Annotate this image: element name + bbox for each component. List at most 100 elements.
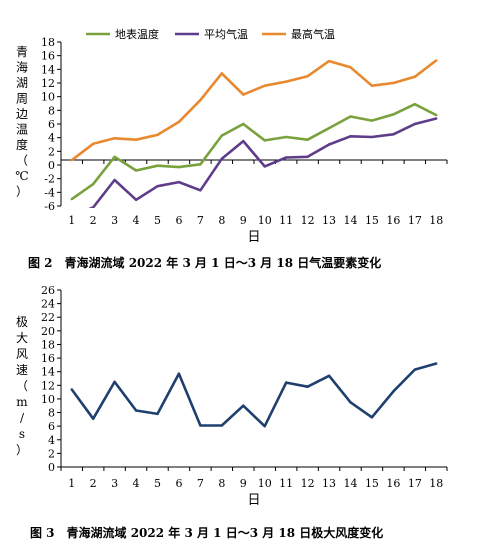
chart2-y-axis-title-char: 速 bbox=[16, 363, 28, 377]
chart1-data-point bbox=[263, 165, 266, 168]
chart1-data-point bbox=[113, 155, 116, 158]
chart1-x-tick-label: 12 bbox=[301, 214, 315, 227]
chart1-data-point bbox=[327, 59, 331, 63]
chart2-data-point bbox=[306, 385, 309, 388]
chart1-y-axis-title-char: 青 bbox=[16, 45, 28, 59]
chart1-data-point bbox=[156, 184, 159, 188]
chart2-y-axis-title-char: ） bbox=[16, 443, 28, 457]
chart1-data-point bbox=[284, 80, 288, 83]
chart2-data-point bbox=[327, 374, 331, 377]
chart2-data-point bbox=[134, 409, 138, 412]
chart1-y-tick-label: -2 bbox=[44, 173, 55, 186]
chart1-data-point bbox=[91, 206, 95, 208]
chart2-data-point bbox=[284, 381, 288, 384]
chart2-y-tick-label: 22 bbox=[41, 311, 55, 324]
chart2-x-tick-label: 4 bbox=[133, 477, 140, 490]
chart2-x-tick-label: 16 bbox=[386, 477, 400, 490]
chart1-x-tick-label: 2 bbox=[90, 214, 97, 227]
chart2-x-tick-label: 10 bbox=[258, 477, 272, 490]
chart2-x-tick-label: 7 bbox=[197, 477, 204, 490]
chart1-y-tick-label: 18 bbox=[41, 36, 55, 49]
chart1-y-tick-label: 6 bbox=[48, 118, 55, 131]
chart2-y-axis-title-char: m bbox=[16, 395, 28, 409]
chart2-data-point bbox=[199, 424, 202, 427]
chart2-data-point bbox=[392, 390, 395, 393]
chart1-data-point bbox=[370, 84, 374, 87]
chart2-y-axis-title-char: / bbox=[20, 411, 25, 425]
chart2-data-point bbox=[177, 372, 181, 375]
chart2-y-tick-label: 14 bbox=[41, 366, 55, 379]
chart1-y-axis-title-char: 度 bbox=[16, 137, 28, 152]
chart1-x-tick-label: 6 bbox=[175, 214, 182, 227]
chart1-data-point bbox=[113, 178, 116, 182]
chart1-caption: 图 2 青海湖流域 2022 年 3 月 1 日～3 月 18 日气温要素变化 bbox=[28, 255, 381, 270]
chart1-y-axis-title-char: 温 bbox=[16, 123, 28, 137]
chart1-data-point bbox=[370, 119, 374, 122]
chart1-data-point bbox=[177, 165, 181, 169]
chart2-y-tick-label: 16 bbox=[41, 352, 55, 365]
legend-label-1: 地表温度 bbox=[115, 27, 159, 41]
chart1-data-point bbox=[263, 84, 266, 87]
chart1-data-point bbox=[91, 182, 95, 186]
chart1-x-tick-label: 16 bbox=[386, 214, 400, 227]
chart1-data-point bbox=[242, 122, 245, 126]
chart2-x-tick-label: 13 bbox=[322, 477, 336, 490]
chart1-x-tick-label: 1 bbox=[68, 214, 75, 227]
chart1-y-axis-title-char: ℃ bbox=[15, 169, 28, 183]
chart1-x-axis-title: 日 bbox=[247, 230, 260, 245]
chart2-y-tick-label: 0 bbox=[48, 461, 55, 474]
chart1-data-point bbox=[177, 120, 181, 124]
chart1-data-point bbox=[306, 74, 309, 78]
chart2-y-tick-label: 10 bbox=[41, 393, 55, 406]
chart1-data-point bbox=[349, 66, 352, 69]
chart1-data-point bbox=[134, 198, 138, 202]
chart2-x-tick-label: 12 bbox=[301, 477, 315, 490]
chart2-y-axis-title-char: 极 bbox=[16, 315, 28, 329]
chart2-x-tick-label: 9 bbox=[240, 477, 247, 490]
chart1-y-tick-label: 0 bbox=[48, 159, 55, 172]
chart1-data-point bbox=[306, 138, 309, 141]
chart2-x-tick-label: 5 bbox=[154, 477, 161, 490]
chart1-data-point bbox=[306, 155, 309, 158]
chart2-data-point bbox=[91, 417, 95, 420]
legend-label-2: 平均气温 bbox=[204, 27, 248, 41]
chart1-data-point bbox=[392, 81, 395, 85]
chart1-data-point bbox=[134, 169, 138, 172]
chart2-y-tick-label: 8 bbox=[48, 407, 55, 420]
chart1-data-point bbox=[263, 139, 266, 142]
chart2-x-tick-label: 17 bbox=[408, 477, 422, 490]
chart2-y-tick-label: 24 bbox=[41, 298, 55, 311]
chart1-y-axis-title-char: （ bbox=[16, 154, 28, 168]
chart1-y-tick-label: -4 bbox=[44, 186, 55, 199]
chart1-data-point bbox=[349, 115, 352, 118]
chart2-data-point bbox=[370, 416, 374, 419]
legend-label-3: 最高气温 bbox=[291, 27, 335, 41]
chart1-x-tick-label: 10 bbox=[258, 214, 272, 227]
chart2-x-tick-label: 8 bbox=[218, 477, 225, 490]
chart1-data-point bbox=[199, 189, 202, 192]
chart2-data-point bbox=[242, 404, 245, 407]
chart2-y-tick-label: 12 bbox=[41, 379, 55, 392]
chart1-y-tick-label: 8 bbox=[48, 104, 55, 117]
chart1-x-tick-label: 18 bbox=[429, 214, 443, 227]
chart1-data-point bbox=[327, 143, 331, 146]
chart1-y-axis-title-char: ） bbox=[16, 185, 28, 199]
chart1-data-point bbox=[435, 117, 438, 120]
chart1-y-tick-label: 14 bbox=[41, 63, 55, 76]
chart1-x-tick-label: 9 bbox=[240, 214, 247, 227]
chart2-x-tick-label: 3 bbox=[111, 477, 118, 490]
chart2-y-tick-label: 18 bbox=[41, 338, 55, 351]
chart1-data-point bbox=[199, 163, 202, 166]
wind-speed-chart: 图 3 青海湖流域 2022 年 3 月 1 日～3 月 18 日极大风度变化 … bbox=[16, 284, 448, 540]
chart2-x-tick-label: 6 bbox=[175, 477, 182, 490]
chart2-data-point bbox=[156, 412, 159, 416]
chart1-data-point bbox=[413, 122, 417, 126]
chart1-y-tick-label: 4 bbox=[48, 132, 55, 145]
chart1-data-point bbox=[435, 113, 438, 117]
chart1-x-tick-label: 3 bbox=[111, 214, 118, 227]
chart1-data-point bbox=[413, 102, 417, 106]
chart2-data-point bbox=[113, 380, 116, 384]
chart1-y-tick-label: 16 bbox=[41, 50, 55, 63]
chart1-x-tick-label: 17 bbox=[408, 214, 422, 227]
